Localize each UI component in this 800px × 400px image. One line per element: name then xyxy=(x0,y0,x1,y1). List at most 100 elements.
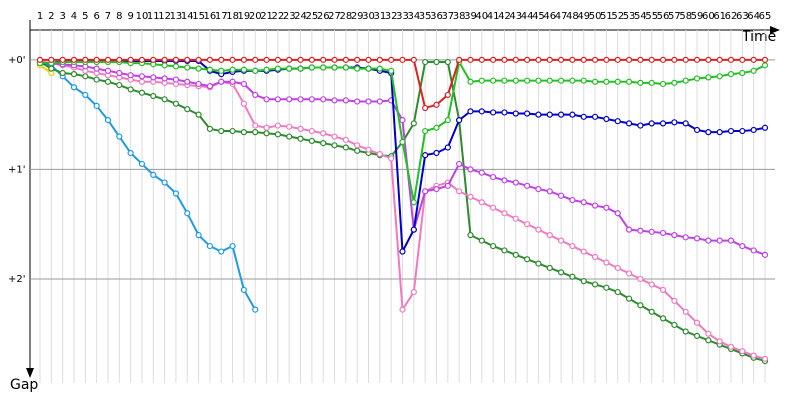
data-point xyxy=(444,182,451,189)
data-point xyxy=(727,237,735,244)
data-point xyxy=(614,264,621,272)
data-point xyxy=(274,122,281,129)
x-tick-label: 45 xyxy=(532,11,545,22)
data-point xyxy=(161,179,168,186)
x-tick-label: 4 xyxy=(71,11,77,22)
data-point xyxy=(320,64,327,71)
x-axis-arrow xyxy=(770,26,780,34)
x-tick-label: 35 xyxy=(419,11,432,22)
x-tick-label: 19 xyxy=(238,11,251,22)
data-point xyxy=(308,96,315,103)
data-point xyxy=(433,149,440,157)
data-point xyxy=(614,56,621,63)
data-point xyxy=(501,247,508,254)
data-point xyxy=(569,273,576,280)
x-tick-label: 65 xyxy=(759,11,772,22)
data-point xyxy=(240,80,248,88)
data-point xyxy=(671,56,678,63)
x-tick-label: 11 xyxy=(147,11,160,22)
data-point xyxy=(286,65,293,72)
data-point xyxy=(569,111,576,118)
data-point xyxy=(184,56,191,63)
data-point xyxy=(727,71,735,78)
data-point xyxy=(410,120,417,127)
data-point xyxy=(671,232,678,239)
data-point xyxy=(206,125,214,132)
data-point xyxy=(331,64,338,71)
data-point xyxy=(161,56,168,63)
data-point xyxy=(648,79,655,86)
data-point xyxy=(70,84,78,91)
plot-area xyxy=(36,56,769,365)
data-point xyxy=(490,56,497,63)
x-tick-label: 56 xyxy=(657,11,670,22)
data-point xyxy=(93,65,100,72)
data-point xyxy=(546,264,553,272)
data-point xyxy=(218,67,225,74)
data-point xyxy=(705,74,712,81)
data-point xyxy=(580,113,587,120)
data-point xyxy=(603,115,610,123)
x-tick-label: 28 xyxy=(339,11,352,22)
data-point xyxy=(240,129,248,136)
data-point xyxy=(433,124,440,131)
data-point xyxy=(603,284,610,291)
data-point xyxy=(580,56,587,63)
data-point xyxy=(524,182,531,189)
series-line xyxy=(39,61,257,311)
data-point xyxy=(512,251,519,258)
x-tick-label: 20 xyxy=(249,11,262,22)
x-tick-label: 5 xyxy=(82,11,88,22)
data-point xyxy=(354,98,361,105)
data-point xyxy=(478,108,485,115)
data-point xyxy=(467,108,474,115)
data-point xyxy=(716,237,723,244)
x-tick-label: 27 xyxy=(328,11,341,22)
data-point xyxy=(433,101,440,108)
data-point xyxy=(637,275,644,283)
data-point xyxy=(501,109,508,116)
data-point xyxy=(750,67,757,74)
data-point xyxy=(478,56,485,63)
data-point xyxy=(591,202,599,209)
data-point xyxy=(761,56,769,63)
data-point xyxy=(388,155,395,162)
data-point xyxy=(320,130,327,137)
data-point xyxy=(591,113,599,120)
data-point xyxy=(625,120,633,127)
data-point xyxy=(648,281,655,288)
data-point xyxy=(569,77,576,84)
data-point xyxy=(739,242,746,250)
data-point xyxy=(614,288,621,296)
x-tick-label: 50 xyxy=(589,11,602,22)
data-point xyxy=(557,192,565,199)
data-point xyxy=(286,56,293,63)
data-point xyxy=(614,210,621,217)
x-tick-label: 58 xyxy=(679,11,692,22)
data-point xyxy=(93,56,100,63)
data-point xyxy=(524,110,531,117)
data-point xyxy=(444,91,451,99)
data-point xyxy=(184,210,191,217)
data-point xyxy=(750,126,757,134)
data-point xyxy=(501,210,508,217)
x-tick-label: 57 xyxy=(668,11,681,22)
data-point xyxy=(48,65,55,72)
data-point xyxy=(501,77,508,84)
data-point xyxy=(648,308,655,315)
data-point xyxy=(263,130,270,137)
x-tick-label: 8 xyxy=(116,11,122,22)
data-point xyxy=(705,337,712,344)
data-point xyxy=(739,56,746,63)
data-point xyxy=(682,234,689,241)
data-point xyxy=(693,75,701,82)
data-point xyxy=(671,321,678,329)
data-point xyxy=(546,188,553,195)
data-point xyxy=(693,332,701,339)
data-point xyxy=(331,97,338,104)
data-point xyxy=(127,86,134,93)
data-point xyxy=(705,330,712,337)
data-point xyxy=(410,226,417,233)
grid xyxy=(30,30,775,383)
data-point xyxy=(591,281,599,288)
